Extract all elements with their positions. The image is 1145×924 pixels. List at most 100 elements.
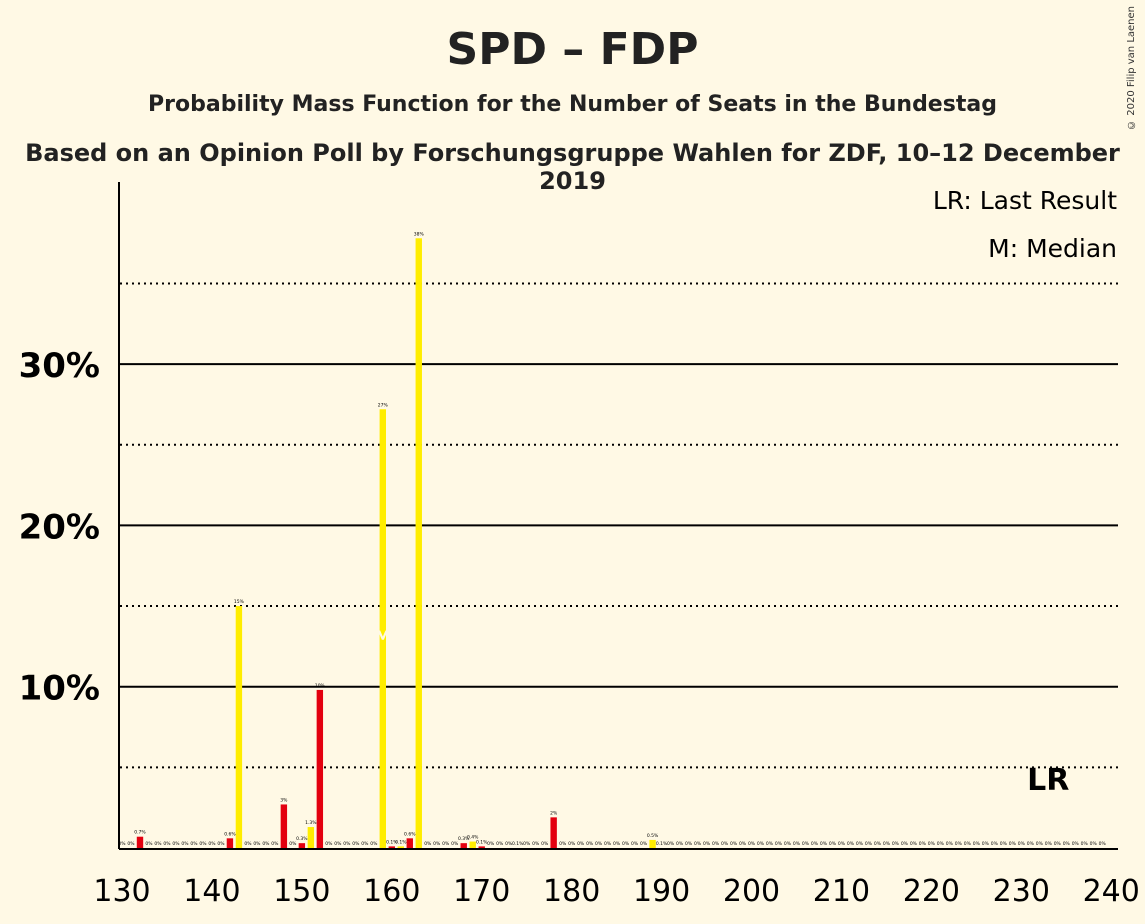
- bar-label-seat-137: 0%: [181, 841, 189, 847]
- bar-label-seat-189: 0.5%: [647, 833, 659, 839]
- bar-label-seat-185: 0%: [613, 841, 621, 847]
- bar-label-seat-231: 0%: [1027, 841, 1035, 847]
- bar-label-seat-149: 0%: [289, 841, 297, 847]
- y-tick-label: 10%: [19, 669, 100, 709]
- y-tick-label: 30%: [19, 346, 100, 386]
- bar-label-seat-180: 0%: [568, 841, 576, 847]
- bar-label-seat-155: 0%: [343, 841, 351, 847]
- bar-label-seat-134: 0%: [154, 841, 162, 847]
- legend-last-result: LR: Last Result: [933, 186, 1117, 215]
- bar-label-seat-150: 0.3%: [296, 836, 308, 842]
- bar-label-seat-147: 0%: [271, 841, 279, 847]
- bar-label-seat-141: 0%: [217, 841, 225, 847]
- bar-label-seat-209: 0%: [829, 841, 837, 847]
- bar-seat-163: [415, 238, 422, 848]
- bar-label-seat-157: 0%: [361, 841, 369, 847]
- bar-seat-148: [280, 804, 288, 848]
- bar-label-seat-228: 0%: [1000, 841, 1008, 847]
- bar-label-seat-194: 0%: [694, 841, 702, 847]
- bar-label-seat-210: 0%: [838, 841, 846, 847]
- chart-title: SPD – FDP: [446, 24, 699, 75]
- bar-label-seat-202: 0%: [766, 841, 774, 847]
- bar-label-seat-236: 0%: [1072, 841, 1080, 847]
- x-tick-label: 210: [813, 874, 870, 909]
- bar-seat-143: [235, 606, 243, 848]
- bar-label-seat-162: 0.6%: [404, 831, 416, 837]
- bar-label-seat-188: 0%: [640, 841, 648, 847]
- bar-seat-159: [379, 409, 386, 848]
- bar-label-seat-214: 0%: [874, 841, 882, 847]
- bar-label-seat-232: 0%: [1036, 841, 1044, 847]
- bar-label-seat-133: 0%: [145, 841, 153, 847]
- bar-label-seat-174: 0.1%: [512, 841, 524, 847]
- bar-label-seat-167: 0%: [451, 841, 459, 847]
- bar-label-seat-131: 0%: [127, 841, 135, 847]
- bar-label-seat-199: 0%: [739, 841, 747, 847]
- bar-label-seat-173: 0%: [505, 841, 513, 847]
- bar-seat-178: [550, 817, 557, 848]
- bar-label-seat-222: 0%: [946, 841, 954, 847]
- median-marker: M: [375, 627, 391, 646]
- bar-label-seat-239: 0%: [1099, 841, 1107, 847]
- bar-label-seat-203: 0%: [775, 841, 783, 847]
- bar-label-seat-169: 0.4%: [467, 835, 479, 841]
- bar-label-seat-175: 0%: [523, 841, 531, 847]
- bar-label-seat-224: 0%: [964, 841, 972, 847]
- bar-label-seat-217: 0%: [901, 841, 909, 847]
- x-tick-label: 230: [993, 874, 1050, 909]
- bar-label-seat-171: 0%: [487, 841, 495, 847]
- bar-label-seat-168: 0.3%: [458, 836, 470, 842]
- bar-label-seat-221: 0%: [937, 841, 945, 847]
- x-tick-label: 220: [903, 874, 960, 909]
- bar-label-seat-178: 2%: [550, 810, 558, 816]
- bar-label-seat-172: 0%: [496, 841, 504, 847]
- bar-label-seat-160: 0.1%: [386, 839, 398, 845]
- bar-seat-160: [388, 846, 395, 848]
- bar-seat-151: [307, 827, 315, 848]
- bar-seat-170: [478, 846, 485, 848]
- bar-label-seat-197: 0%: [721, 841, 729, 847]
- bar-label-seat-186: 0%: [622, 841, 630, 847]
- bar-label-seat-196: 0%: [712, 841, 720, 847]
- bar-label-seat-235: 0%: [1063, 841, 1071, 847]
- bar-label-seat-170: 0.1%: [476, 839, 488, 845]
- bar-label-seat-190: 0.1%: [656, 841, 668, 847]
- bar-label-seat-136: 0%: [172, 841, 180, 847]
- chart-subtitle: Probability Mass Function for the Number…: [148, 92, 997, 117]
- bar-label-seat-234: 0%: [1054, 841, 1062, 847]
- bar-label-seat-198: 0%: [730, 841, 738, 847]
- bar-label-seat-153: 0%: [325, 841, 333, 847]
- bar-label-seat-135: 0%: [163, 841, 171, 847]
- bar-seat-161: [397, 846, 404, 848]
- bar-label-seat-148: 3%: [280, 797, 288, 803]
- bar-label-seat-204: 0%: [784, 841, 792, 847]
- bar-label-seat-208: 0%: [820, 841, 828, 847]
- bar-labels: 0% 0%0.7%0% 0% 0% 0% 0% 0% 0% 0% 0%0.6%15%0% 0% 0% 0…: [118, 231, 1106, 847]
- axes: [118, 182, 1118, 850]
- x-tick-label: 140: [183, 874, 240, 909]
- y-tick-label: 20%: [19, 507, 100, 547]
- bar-label-seat-164: 0%: [424, 841, 432, 847]
- bar-series: [136, 238, 656, 848]
- bar-label-seat-218: 0%: [910, 841, 918, 847]
- bar-label-seat-191: 0%: [667, 841, 675, 847]
- bar-label-seat-142: 0.6%: [224, 831, 236, 837]
- bar-seat-162: [406, 838, 413, 848]
- bar-label-seat-152: 10%: [315, 683, 326, 689]
- bar-label-seat-220: 0%: [928, 841, 936, 847]
- bar-label-seat-226: 0%: [982, 841, 990, 847]
- bar-label-seat-165: 0%: [433, 841, 441, 847]
- bar-label-seat-176: 0%: [532, 841, 540, 847]
- bar-label-seat-219: 0%: [919, 841, 927, 847]
- bar-label-seat-205: 0%: [793, 841, 801, 847]
- x-tick-label: 200: [723, 874, 780, 909]
- x-tick-label: 190: [633, 874, 690, 909]
- bar-label-seat-195: 0%: [703, 841, 711, 847]
- bar-label-seat-151: 1.3%: [305, 820, 317, 826]
- bar-label-seat-187: 0%: [631, 841, 639, 847]
- bar-label-seat-181: 0%: [577, 841, 585, 847]
- bar-label-seat-146: 0%: [262, 841, 270, 847]
- bar-seat-169: [469, 841, 476, 848]
- bar-label-seat-192: 0%: [676, 841, 684, 847]
- y-tick-labels: 10% 20% 30%: [19, 346, 100, 709]
